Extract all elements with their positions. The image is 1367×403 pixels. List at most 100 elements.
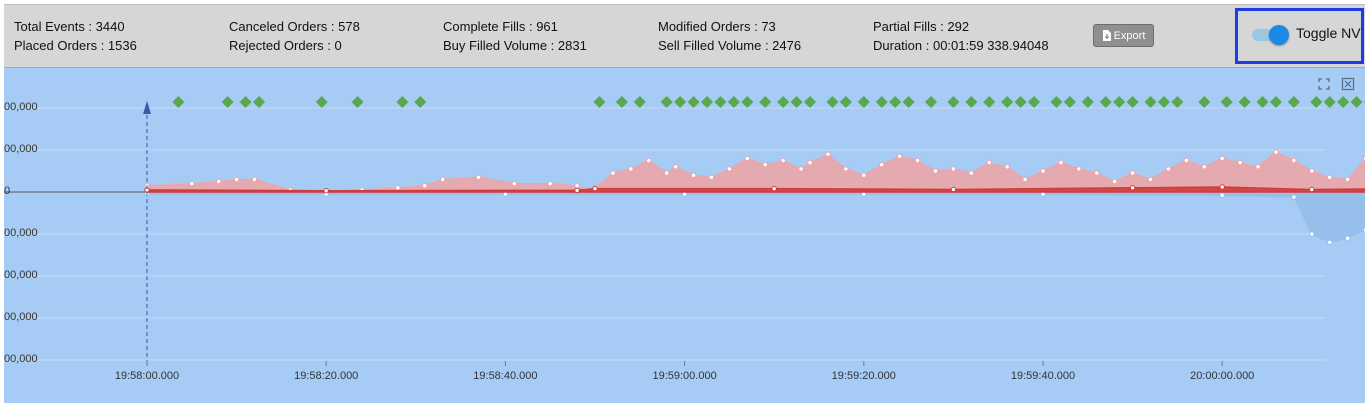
y-tick-label: 00,000 bbox=[4, 353, 38, 365]
series-point bbox=[1219, 155, 1225, 162]
y-tick-label: 00,000 bbox=[4, 101, 38, 113]
event-diamond bbox=[839, 96, 852, 108]
toggle-nv-label: Toggle NV bbox=[1296, 25, 1361, 41]
event-diamond bbox=[1126, 96, 1139, 108]
series-point bbox=[547, 180, 553, 187]
event-diamond bbox=[790, 96, 803, 108]
series-point bbox=[1327, 174, 1333, 181]
stat-placed-orders: Placed Orders : 1536 bbox=[14, 38, 137, 53]
start-marker-arrow bbox=[143, 101, 151, 114]
stat-complete-fills: Complete Fills : 961 bbox=[443, 19, 558, 34]
series-point bbox=[762, 162, 768, 168]
series-point bbox=[1111, 178, 1118, 185]
series-point bbox=[1165, 166, 1172, 172]
series-point bbox=[1344, 176, 1351, 183]
stat-total-events: Total Events : 3440 bbox=[14, 19, 125, 34]
series-point bbox=[574, 183, 580, 189]
series-point bbox=[1219, 192, 1225, 199]
event-diamond bbox=[1081, 96, 1094, 108]
event-diamond bbox=[826, 96, 839, 108]
stat-canceled-orders: Canceled Orders : 578 bbox=[229, 19, 360, 34]
series-point bbox=[610, 170, 616, 176]
x-tick-label: 19:59:20.000 bbox=[831, 370, 896, 382]
event-diamond bbox=[221, 96, 234, 108]
series-point bbox=[1291, 157, 1297, 164]
event-diamond bbox=[965, 96, 978, 108]
volume-chart[interactable] bbox=[4, 68, 1365, 403]
chart-panel[interactable]: 00,000 00,000 0 00,000 00,000 00,000 00,000 19… bbox=[4, 68, 1365, 403]
series-point bbox=[1147, 176, 1154, 183]
event-diamond bbox=[875, 96, 888, 108]
series-point bbox=[672, 164, 679, 170]
zoom-reset-icon[interactable] bbox=[1316, 76, 1332, 92]
event-diamond bbox=[172, 96, 185, 108]
export-button-label: Export bbox=[1113, 29, 1146, 42]
x-tick-label: 20:00:00.000 bbox=[1190, 370, 1255, 382]
series-point bbox=[1344, 235, 1351, 241]
series-point bbox=[807, 159, 813, 166]
series-point bbox=[628, 166, 634, 172]
event-diamond bbox=[777, 96, 790, 108]
series-point bbox=[1129, 170, 1136, 176]
series-point bbox=[1004, 164, 1010, 170]
event-diamond bbox=[714, 96, 727, 108]
event-diamond bbox=[1310, 96, 1323, 108]
event-diamond bbox=[253, 96, 265, 108]
event-diamond bbox=[741, 96, 754, 108]
event-diamond bbox=[633, 96, 646, 108]
series-point bbox=[511, 180, 518, 187]
stat-sell-filled-volume: Sell Filled Volume : 2476 bbox=[658, 38, 802, 53]
series-point bbox=[395, 185, 401, 191]
event-diamond bbox=[857, 96, 870, 108]
series-point bbox=[708, 174, 715, 181]
event-diamond bbox=[239, 96, 252, 108]
event-diamond bbox=[759, 96, 772, 108]
series-point bbox=[1201, 164, 1207, 170]
event-diamond bbox=[1198, 96, 1211, 108]
series-point bbox=[475, 174, 482, 181]
series-point bbox=[744, 155, 751, 162]
event-diamond bbox=[1028, 96, 1041, 108]
series-point bbox=[1327, 239, 1333, 246]
series-point bbox=[825, 151, 831, 157]
event-diamond bbox=[315, 96, 328, 108]
y-tick-label: 0 bbox=[4, 185, 11, 197]
series-point bbox=[663, 170, 670, 176]
series-area bbox=[146, 191, 1365, 243]
event-diamond bbox=[902, 96, 915, 108]
toggle-nv-switch[interactable] bbox=[1252, 25, 1289, 45]
event-diamond bbox=[1171, 96, 1184, 108]
series-point bbox=[861, 172, 867, 178]
series-point bbox=[439, 176, 446, 183]
x-tick-label: 19:58:20.000 bbox=[294, 370, 359, 382]
event-diamond bbox=[947, 96, 960, 108]
event-diamond bbox=[1014, 96, 1027, 108]
y-tick-label: 00,000 bbox=[4, 269, 38, 281]
zoom-selection-icon[interactable] bbox=[1340, 76, 1356, 92]
event-diamond bbox=[1220, 96, 1233, 108]
stat-partial-fills: Partial Fills : 292 bbox=[873, 19, 970, 34]
series-point bbox=[1255, 164, 1261, 170]
event-diamond bbox=[804, 96, 817, 108]
event-diamond bbox=[674, 96, 687, 108]
series-point bbox=[1129, 185, 1136, 191]
series-point bbox=[1183, 157, 1190, 164]
series-point bbox=[1291, 194, 1297, 200]
series-point bbox=[1094, 170, 1100, 176]
export-button[interactable]: Export bbox=[1093, 24, 1154, 47]
toggle-knob bbox=[1269, 25, 1289, 45]
file-download-icon bbox=[1102, 30, 1111, 41]
event-diamond bbox=[1337, 96, 1350, 108]
series-point bbox=[646, 157, 652, 164]
series-point bbox=[690, 172, 697, 178]
series-point bbox=[1309, 186, 1315, 193]
series-point bbox=[843, 166, 849, 172]
series-point bbox=[189, 180, 195, 187]
series-point bbox=[986, 159, 992, 166]
event-diamond bbox=[615, 96, 628, 108]
series-point bbox=[323, 188, 329, 194]
series-point bbox=[1219, 184, 1225, 190]
series-point bbox=[950, 186, 957, 193]
event-diamond bbox=[1001, 96, 1014, 108]
